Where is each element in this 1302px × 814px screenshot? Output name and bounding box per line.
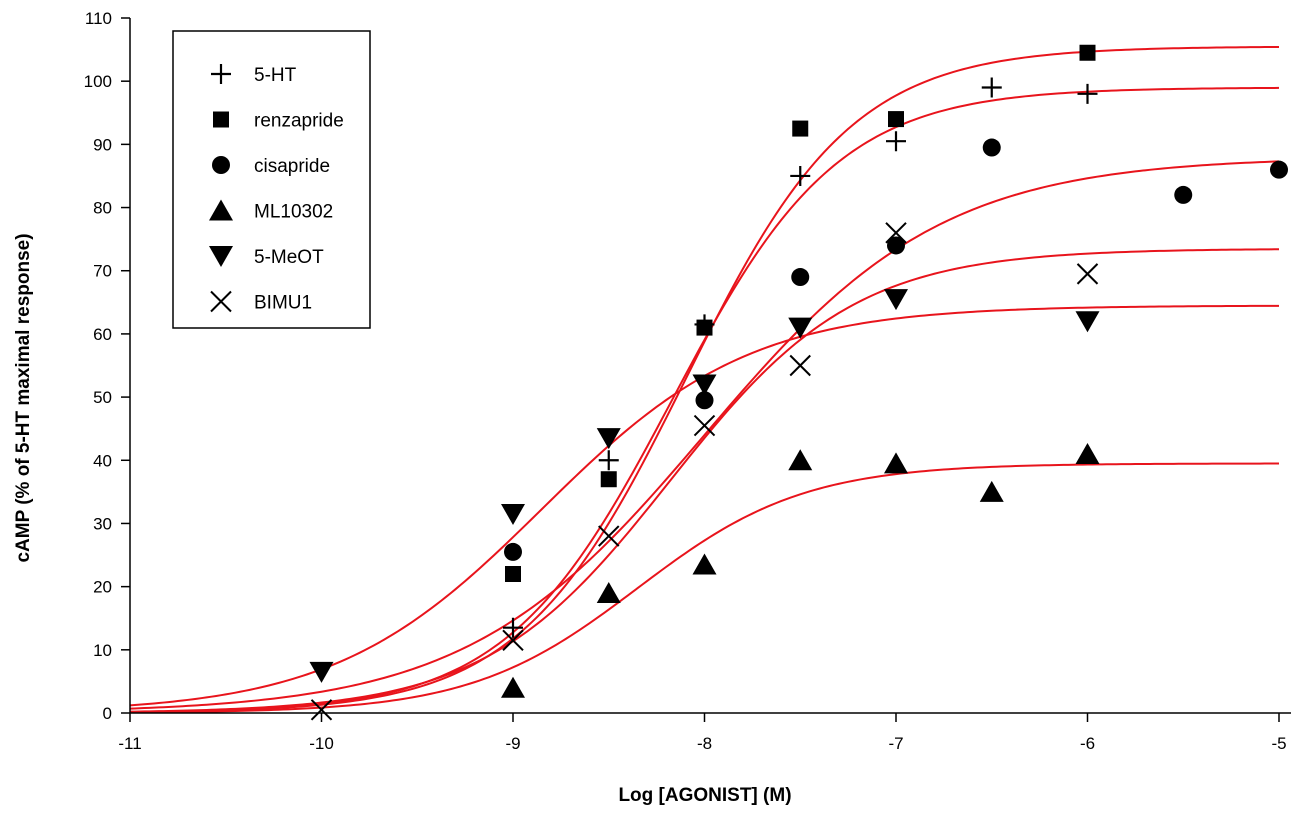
legend-label: cisapride: [254, 156, 330, 177]
y-axis-title: cAMP (% of 5-HT maximal response): [13, 233, 34, 562]
fit-curve-ml10302: [129, 462, 1280, 714]
data-point-5-ht: [981, 77, 1002, 98]
data-point-renzapride: [600, 471, 617, 488]
y-tick-label: 60: [93, 325, 112, 344]
legend-marker-bimu1: [210, 290, 232, 313]
data-point-ml10302: [1075, 442, 1100, 464]
data-point-cisapride: [1270, 160, 1288, 179]
y-tick-label: 20: [93, 578, 112, 597]
data-point-bimu1: [693, 414, 716, 437]
data-point-cisapride: [887, 236, 905, 255]
x-tick-label: -5: [1271, 734, 1286, 753]
data-point-5-meot: [1075, 311, 1100, 333]
data-point-ml10302: [788, 449, 813, 471]
data-point-5-ht: [1077, 83, 1098, 104]
legend-label: BIMU1: [254, 293, 312, 314]
data-point-5-ht: [598, 450, 619, 471]
legend-label: renzapride: [254, 111, 344, 132]
legend: 5-HT renzapride cisapride ML10302 5-MeOT BIMU…: [172, 30, 371, 329]
y-tick-label: 30: [93, 514, 112, 533]
y-tick-label: 10: [93, 641, 112, 660]
data-point-bimu1: [598, 525, 620, 547]
y-tick-label: 80: [93, 199, 112, 218]
legend-marker-5-meot: [209, 246, 233, 267]
data-point-5-meot: [596, 428, 621, 450]
data-point-cisapride: [1174, 185, 1193, 204]
data-point-ml10302: [979, 480, 1004, 502]
data-point-cisapride: [791, 268, 810, 287]
data-point-5-meot: [692, 374, 717, 396]
legend-label: 5-MeOT: [254, 247, 324, 268]
fit-curve-bimu1: [129, 248, 1280, 713]
data-point-cisapride: [982, 138, 1001, 157]
data-point-5-meot: [501, 503, 525, 525]
x-tick-label: -8: [697, 734, 712, 753]
y-tick-label: 40: [93, 451, 112, 470]
legend-box: [172, 30, 371, 329]
data-point-bimu1: [1076, 263, 1099, 285]
data-point-cisapride: [695, 391, 714, 410]
x-tick-label: -7: [888, 734, 903, 753]
fit-curve-5-meot: [129, 304, 1280, 707]
legend-marker-renzapride: [213, 111, 229, 128]
data-point-renzapride: [792, 120, 809, 137]
x-tick-label: -9: [505, 734, 520, 753]
legend-label: 5-HT: [254, 65, 297, 86]
legend-marker-5-ht: [211, 64, 231, 84]
axes: 0 10 20 30 40 50 60 70 80 90 100 110 -11 -10 -9 -8 -7 -6 -…: [84, 9, 1291, 753]
data-point-bimu1: [310, 699, 333, 721]
data-point-5-ht: [503, 617, 523, 638]
y-tick-label: 100: [84, 72, 112, 91]
x-tick-label: -11: [118, 734, 141, 753]
x-axis-title: Log [AGONIST] (M): [618, 785, 791, 806]
data-point-5-meot: [884, 289, 908, 311]
data-point-ml10302: [884, 452, 908, 474]
data-point-ml10302: [692, 553, 717, 575]
data-point-bimu1: [789, 354, 811, 377]
data-point-renzapride: [1079, 44, 1096, 61]
y-tick-label: 50: [93, 388, 112, 407]
y-tick-label: 0: [103, 704, 112, 723]
data-point-5-ht: [886, 131, 906, 152]
data-point-renzapride: [888, 111, 904, 128]
data-point-renzapride: [696, 319, 713, 336]
y-tick-label: 70: [93, 262, 112, 281]
y-tick-label: 90: [93, 135, 112, 154]
data-point-bimu1: [502, 629, 524, 652]
data-point-bimu1: [885, 222, 907, 244]
legend-marker-ml10302: [209, 199, 233, 221]
data-point-5-meot: [309, 661, 334, 683]
y-tick-label: 110: [85, 9, 112, 28]
data-point-renzapride: [505, 566, 521, 582]
data-point-ml10302: [596, 581, 621, 603]
fit-curve-cisapride: [129, 160, 1280, 710]
x-tick-label: -10: [309, 734, 334, 753]
data-point-5-meot: [788, 317, 813, 339]
data-point-ml10302: [501, 676, 525, 698]
legend-marker-cisapride: [212, 156, 230, 174]
x-tick-label: -6: [1080, 734, 1095, 753]
data-point-5-ht: [790, 165, 811, 186]
data-points: [309, 44, 1288, 721]
data-point-cisapride: [504, 542, 522, 561]
legend-label: ML10302: [254, 202, 333, 223]
